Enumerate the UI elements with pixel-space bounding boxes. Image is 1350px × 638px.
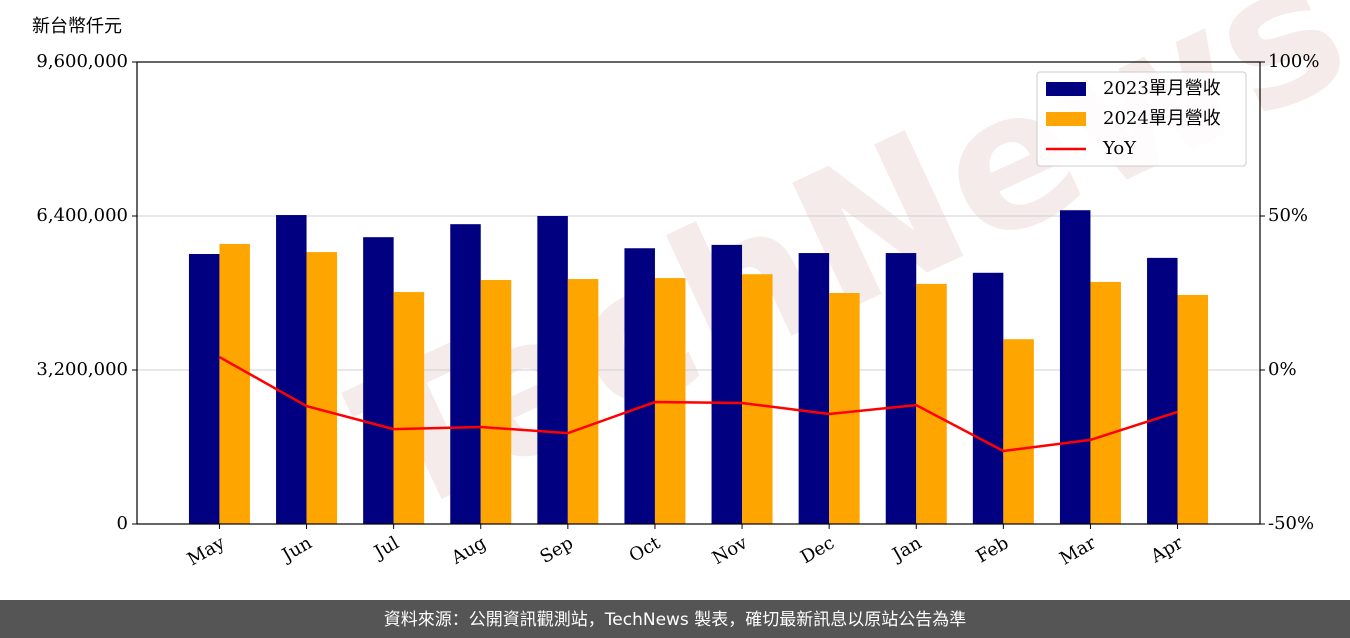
bar [450,224,481,524]
bar [363,237,394,525]
y-tick-label: 0 [117,513,128,534]
bar [1003,339,1034,524]
legend-label: YoY [1102,138,1137,159]
y2-tick-label: 100% [1268,51,1319,72]
y2-tick-label: 50% [1268,205,1308,226]
bar [829,293,860,524]
bar [306,252,338,524]
x-tick-label: Apr [1146,532,1186,567]
bar [537,216,568,524]
bar [480,280,512,524]
bar [798,253,830,524]
legend-box [1036,71,1247,167]
x-tick-label: Oct [626,532,665,567]
bar [1177,294,1209,524]
x-tick-label: Dec [797,532,838,568]
x-tick-label: May [184,532,229,570]
bar [188,254,220,525]
bar [624,248,655,524]
footer-text: 資料來源：公開資訊觀測站，TechNews 製表，確切最新訊息以原站公告為準 [384,610,966,630]
x-tick-label: Sep [536,532,576,567]
bar [742,274,773,524]
bar [1059,210,1091,524]
plot-frame [136,61,1261,525]
bar [916,283,947,524]
legend-label: 2024單月營收 [1103,108,1221,129]
bar [567,279,599,524]
bar [1147,257,1178,524]
bar [276,215,307,524]
legend-swatch [1046,112,1086,126]
y-axis-label: 新台幣仟元 [32,16,122,37]
x-tick-label: Jan [887,532,925,566]
bar [885,253,917,524]
legend-swatch [1046,82,1086,96]
bar [711,244,743,524]
x-tick-label: Jul [369,532,403,564]
x-tick-label: Jun [277,532,316,567]
y-tick-label: 3,200,000 [36,359,128,380]
y2-tick-label: 0% [1268,359,1297,380]
bar [393,292,425,524]
y-tick-label: 9,600,000 [36,51,128,72]
footer-bar [0,600,1350,638]
legend-label: 2023單月營收 [1103,78,1221,99]
yoy-line [218,355,1178,453]
bar [972,272,1004,524]
y-tick-label: 6,400,000 [36,205,128,226]
bar [219,243,250,524]
y2-tick-label: -50% [1268,513,1314,534]
x-tick-label: Nov [709,532,752,569]
x-tick-label: Mar [1056,532,1100,569]
bar [1090,281,1121,524]
x-tick-label: Feb [973,532,1013,567]
